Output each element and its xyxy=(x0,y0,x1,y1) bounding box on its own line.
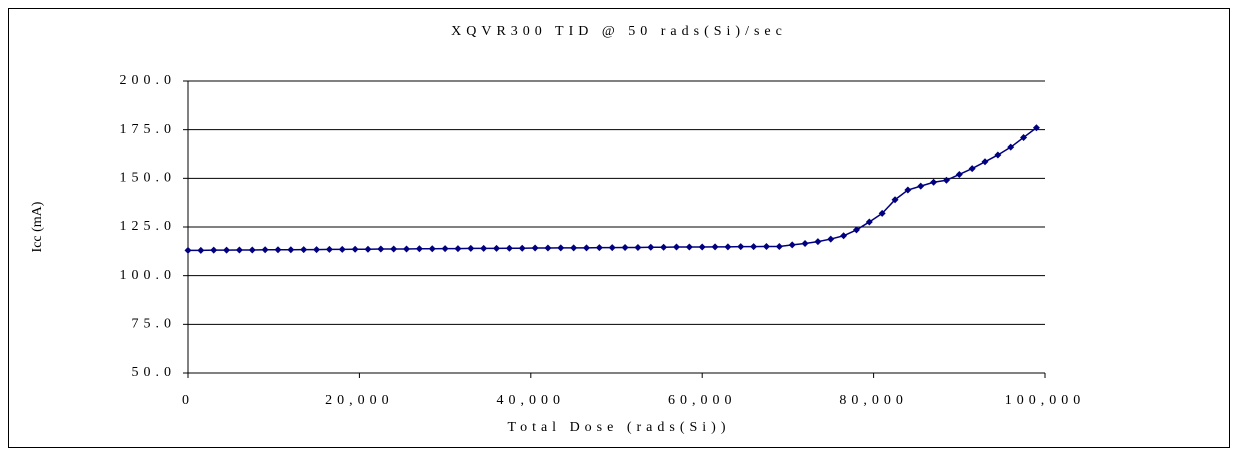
x-tick-label: 40,000 xyxy=(497,393,566,408)
y-axis-label: Icc (mA) xyxy=(30,201,45,252)
marker xyxy=(698,243,706,251)
y-tick-label: 50.0 xyxy=(132,365,177,380)
marker xyxy=(775,242,783,250)
marker xyxy=(570,244,578,252)
marker xyxy=(865,218,873,226)
marker xyxy=(955,170,963,178)
marker xyxy=(621,243,629,251)
marker xyxy=(1020,133,1028,141)
marker xyxy=(351,245,359,253)
marker xyxy=(968,165,976,173)
marker xyxy=(852,226,860,234)
marker xyxy=(223,246,231,254)
marker xyxy=(750,243,758,251)
marker xyxy=(403,245,411,253)
marker xyxy=(930,178,938,186)
marker xyxy=(917,182,925,190)
marker xyxy=(981,158,989,166)
marker xyxy=(467,244,475,252)
marker xyxy=(274,246,282,254)
marker xyxy=(518,244,526,252)
marker xyxy=(994,151,1002,159)
marker xyxy=(441,245,449,253)
marker xyxy=(493,244,501,252)
marker xyxy=(737,243,745,251)
marker xyxy=(711,243,719,251)
marker xyxy=(891,196,899,204)
marker xyxy=(1007,143,1015,151)
marker xyxy=(248,246,256,254)
marker xyxy=(942,176,950,184)
marker xyxy=(634,243,642,251)
marker xyxy=(827,235,835,243)
marker xyxy=(1032,124,1040,132)
y-tick-label: 100.0 xyxy=(120,268,177,283)
marker xyxy=(814,238,822,246)
marker xyxy=(595,244,603,252)
marker xyxy=(672,243,680,251)
marker xyxy=(904,186,912,194)
y-tick-label: 125.0 xyxy=(120,219,177,234)
chart-border xyxy=(8,8,1230,448)
marker xyxy=(325,245,333,253)
marker xyxy=(583,244,591,252)
marker xyxy=(505,244,513,252)
marker xyxy=(788,241,796,249)
marker xyxy=(390,245,398,253)
marker xyxy=(557,244,565,252)
marker xyxy=(724,243,732,251)
marker xyxy=(878,209,886,217)
x-axis-label: Total Dose (rads(Si)) xyxy=(508,420,731,435)
y-tick-label: 75.0 xyxy=(132,317,177,332)
x-tick-label: 0 xyxy=(182,393,194,408)
marker xyxy=(762,242,770,250)
marker xyxy=(685,243,693,251)
chart-title: XQVR300 TID @ 50 rads(Si)/sec xyxy=(451,24,787,39)
y-tick-label: 175.0 xyxy=(120,122,177,137)
marker xyxy=(480,244,488,252)
marker xyxy=(415,245,423,253)
x-tick-label: 80,000 xyxy=(839,393,908,408)
marker xyxy=(338,245,346,253)
marker xyxy=(235,246,243,254)
y-tick-label: 200.0 xyxy=(120,73,177,88)
marker xyxy=(287,246,295,254)
marker xyxy=(544,244,552,252)
y-tick-label: 150.0 xyxy=(120,171,177,186)
marker xyxy=(647,243,655,251)
marker xyxy=(801,240,809,248)
x-tick-label: 100,000 xyxy=(1005,393,1086,408)
marker xyxy=(454,245,462,253)
marker xyxy=(364,245,372,253)
x-tick-label: 20,000 xyxy=(325,393,394,408)
marker xyxy=(377,245,385,253)
marker xyxy=(840,232,848,240)
marker xyxy=(660,243,668,251)
marker xyxy=(300,246,308,254)
marker xyxy=(531,244,539,252)
marker xyxy=(261,246,269,254)
marker xyxy=(184,246,192,254)
marker xyxy=(210,246,218,254)
x-tick-label: 60,000 xyxy=(668,393,737,408)
marker xyxy=(428,245,436,253)
marker xyxy=(313,246,321,254)
marker xyxy=(197,246,205,254)
marker xyxy=(608,244,616,252)
